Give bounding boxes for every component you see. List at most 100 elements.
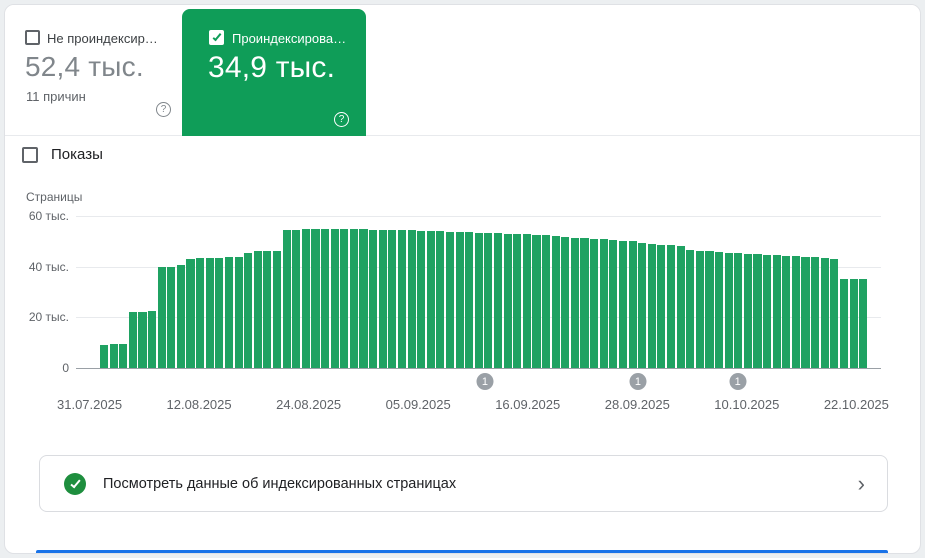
bar[interactable] — [666, 244, 676, 368]
bar[interactable] — [157, 266, 166, 368]
bar[interactable] — [743, 253, 752, 368]
bar[interactable] — [224, 256, 234, 368]
bar[interactable] — [253, 251, 262, 368]
annotation-marker[interactable]: 1 — [729, 373, 747, 390]
bar[interactable] — [282, 229, 291, 368]
bar[interactable] — [340, 228, 349, 368]
annotation-marker[interactable]: 1 — [629, 373, 647, 390]
bar[interactable] — [378, 229, 387, 368]
bar[interactable] — [695, 250, 704, 368]
bar[interactable] — [215, 257, 224, 368]
bar[interactable] — [176, 265, 185, 368]
bar[interactable] — [849, 279, 858, 368]
bar[interactable] — [311, 228, 320, 368]
bar[interactable] — [388, 229, 397, 368]
bar[interactable] — [532, 234, 541, 368]
help-icon[interactable]: ? — [334, 112, 349, 127]
card-indexed[interactable]: Проиндексирова… 34,9 тыс. ? — [182, 9, 366, 136]
bar-group[interactable] — [100, 216, 868, 368]
not-indexed-checkbox[interactable] — [25, 30, 40, 45]
bar[interactable] — [263, 251, 272, 368]
x-axis-baseline — [76, 368, 881, 369]
indexed-checkbox[interactable] — [209, 30, 224, 45]
bar[interactable] — [465, 232, 474, 368]
bar[interactable] — [647, 243, 656, 368]
bar[interactable] — [676, 246, 685, 368]
bar[interactable] — [234, 256, 243, 368]
bar[interactable] — [119, 343, 128, 368]
impressions-checkbox[interactable] — [22, 146, 38, 163]
x-tick-label: 16.09.2025 — [495, 397, 561, 412]
bar[interactable] — [686, 250, 695, 368]
bar[interactable] — [503, 233, 512, 368]
bar[interactable] — [609, 240, 618, 368]
bar[interactable] — [590, 238, 599, 368]
x-tick-label: 10.10.2025 — [714, 397, 780, 412]
bar[interactable] — [407, 230, 416, 368]
bar[interactable] — [811, 257, 820, 368]
check-icon — [212, 31, 221, 42]
bar[interactable] — [474, 232, 483, 368]
bar[interactable] — [109, 343, 118, 368]
bar[interactable] — [561, 237, 570, 368]
bar[interactable] — [791, 256, 800, 368]
bar[interactable] — [657, 245, 666, 368]
bar[interactable] — [599, 239, 608, 368]
bar[interactable] — [734, 253, 743, 368]
bar[interactable] — [638, 242, 647, 368]
bar[interactable] — [782, 255, 791, 368]
help-icon[interactable]: ? — [156, 102, 171, 117]
bar[interactable] — [301, 228, 310, 368]
bar[interactable] — [763, 254, 772, 368]
bar[interactable] — [522, 233, 531, 368]
card-not-indexed[interactable]: Не проиндексир… 52,4 тыс. 11 причин ? — [5, 5, 182, 136]
marker-layer: 1 1 1 — [76, 373, 881, 391]
bar[interactable] — [513, 234, 522, 368]
bar[interactable] — [359, 229, 368, 368]
bar[interactable] — [542, 235, 551, 368]
bar[interactable] — [100, 345, 109, 368]
bar[interactable] — [244, 252, 253, 368]
bar[interactable] — [330, 228, 339, 368]
bar[interactable] — [321, 228, 330, 368]
not-indexed-label: Не проиндексир… — [47, 31, 158, 46]
view-indexed-pages-link[interactable]: Посмотреть данные об индексированных стр… — [39, 455, 888, 512]
bar[interactable] — [772, 255, 781, 368]
bar[interactable] — [801, 256, 810, 368]
bar[interactable] — [196, 257, 205, 368]
bar[interactable] — [148, 311, 157, 368]
bar[interactable] — [580, 238, 589, 368]
bar[interactable] — [397, 230, 406, 368]
bar[interactable] — [455, 232, 464, 368]
annotation-marker[interactable]: 1 — [476, 373, 494, 390]
bar[interactable] — [484, 232, 493, 368]
bar[interactable] — [417, 230, 426, 368]
bar[interactable] — [445, 231, 455, 368]
bar[interactable] — [167, 266, 176, 368]
bar[interactable] — [186, 259, 195, 368]
bar[interactable] — [493, 233, 503, 368]
bar[interactable] — [349, 229, 358, 368]
bar[interactable] — [292, 229, 301, 368]
x-tick-label: 31.07.2025 — [57, 397, 123, 412]
bar[interactable] — [830, 258, 839, 368]
bar[interactable] — [628, 241, 637, 368]
bar[interactable] — [715, 251, 724, 368]
bar[interactable] — [426, 231, 435, 368]
bar[interactable] — [570, 237, 579, 368]
bar[interactable] — [724, 252, 733, 368]
bar[interactable] — [272, 251, 282, 368]
bar[interactable] — [839, 279, 849, 368]
bar[interactable] — [618, 240, 628, 368]
bar[interactable] — [138, 312, 147, 368]
bar[interactable] — [205, 257, 214, 368]
bar[interactable] — [128, 312, 137, 368]
bar[interactable] — [705, 251, 714, 368]
bar[interactable] — [551, 236, 560, 368]
impressions-toggle[interactable]: Показы — [22, 146, 103, 163]
bar[interactable] — [753, 254, 762, 368]
bar[interactable] — [820, 258, 829, 368]
bar[interactable] — [859, 279, 868, 368]
bar[interactable] — [436, 231, 445, 368]
bar[interactable] — [369, 229, 378, 368]
